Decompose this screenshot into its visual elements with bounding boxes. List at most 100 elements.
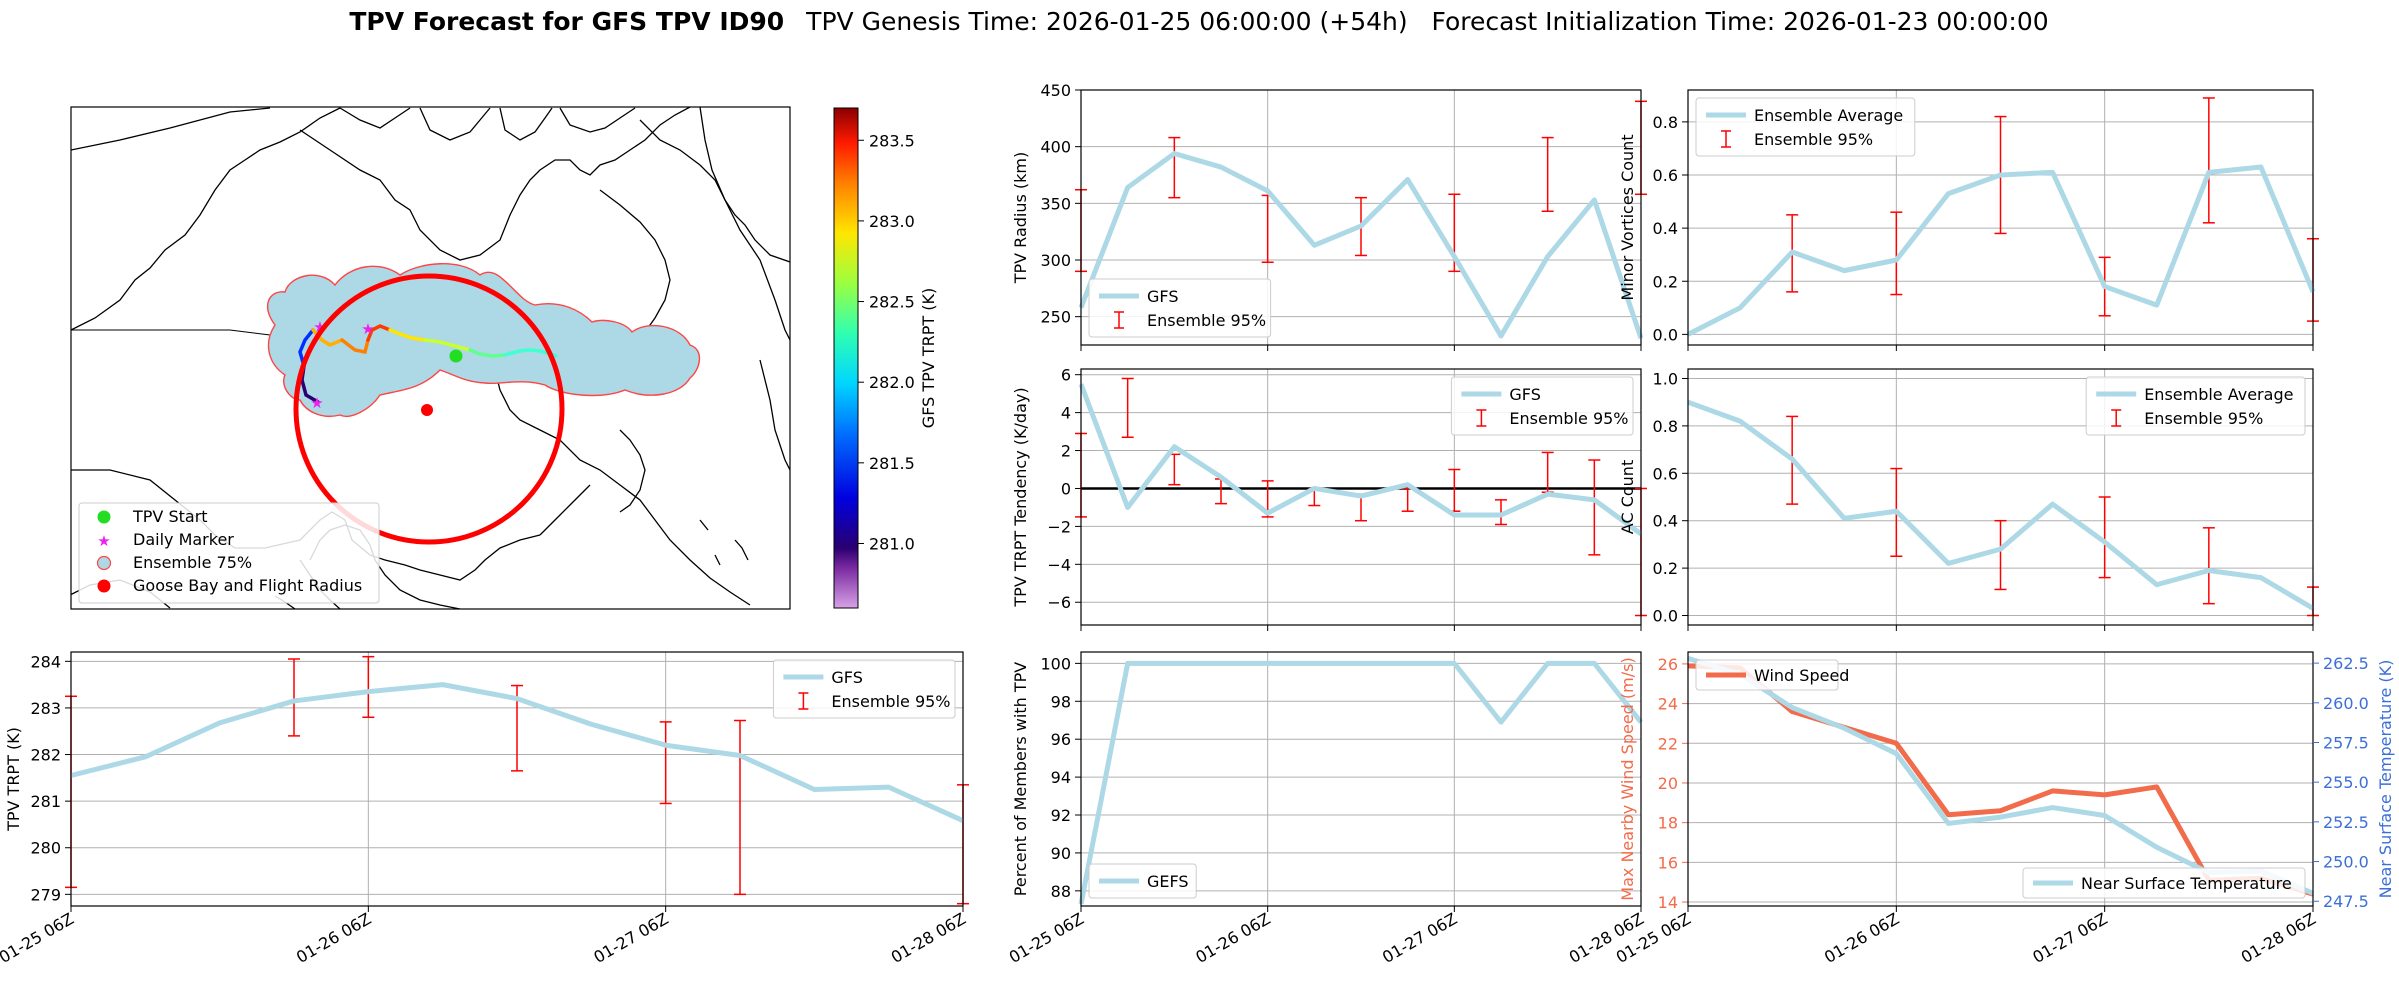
trpt-series-0: [70, 682, 965, 823]
ac-ylabel: AC Count: [1618, 460, 1637, 534]
tendency-legend-label: GFS: [1509, 385, 1540, 404]
colorbar-ticks: 281.0 281.5 282.0 282.5 283.0 283.5: [858, 131, 915, 553]
wind_temp-legend-box: [2022, 867, 2306, 899]
percent-legend-box: [1088, 863, 1197, 899]
colorbar-label: GFS TPV TRPT (K): [919, 288, 938, 428]
trpt-ylabel: TPV TRPT (K): [4, 727, 23, 832]
wind_temp-ytick-label: 24: [1658, 695, 1678, 714]
radius-panel: 250 300 350 400 450 TPV Radius (km) GFS Ensembl…: [1011, 81, 1647, 351]
wind_temp-ytick-label: 14: [1658, 893, 1678, 912]
wind_temp-ytick-label: 26: [1658, 655, 1678, 674]
tpv-track-segment-8: [468, 348, 507, 358]
radius-legend-label: GFS: [1147, 287, 1178, 306]
tendency-ytick-label: 0: [1061, 479, 1071, 498]
map-frame: [70, 106, 791, 610]
goose-bay-marker: [421, 404, 433, 416]
wind_temp-plot-area: [1688, 652, 2313, 906]
minor-ytick-label: 0.8: [1653, 113, 1678, 132]
trpt-xtick-label: 01-26 06Z: [293, 909, 374, 967]
trpt-panel: 279 280 281 282 283 284 01-25 06Z 01-26 06Z 01-2…: [0, 651, 969, 967]
tpv-track-segment-4: [340, 338, 370, 355]
wind_temp-ylabel: Max Nearby Wind Speed (m/s): [1618, 657, 1637, 900]
wind_temp-ytick-label: 20: [1658, 774, 1678, 793]
coast-islands-1: [339, 107, 553, 141]
tpv-start-marker: [449, 349, 463, 363]
percent-xtick-label: 01-26 06Z: [1192, 909, 1273, 967]
ac-ytick-label: 0.4: [1653, 512, 1678, 531]
radius-frame: [1080, 89, 1642, 346]
ac-ytick-label: 0.0: [1653, 607, 1678, 626]
map-legend-box: [78, 502, 380, 604]
tendency-ytick-label: 6: [1061, 366, 1071, 385]
ac-legend-label: Ensemble Average: [2144, 385, 2293, 404]
radius-ylabel: TPV Radius (km): [1011, 152, 1030, 285]
tpv-track-segment-7: [423, 338, 472, 352]
flight-radius: [293, 273, 565, 545]
coast-north-america: [71, 107, 341, 331]
radius-ytick-label: 250: [1040, 308, 1071, 327]
colorbar-tick-label: 282.0: [869, 373, 915, 392]
radius-ytick-label: 300: [1040, 251, 1071, 270]
wind_temp-ytick-label: 18: [1658, 814, 1678, 833]
trpt-ytick-label: 283: [30, 699, 61, 718]
legend-ensemble-label: Ensemble 75%: [133, 553, 252, 572]
wind_temp-y2tick-label: 247.5: [2323, 892, 2369, 911]
figure-title-bold: TPV Forecast for GFS TPV ID90: [349, 7, 784, 36]
legend-goose-bay-label: Goose Bay and Flight Radius: [133, 576, 362, 595]
percent-frame: [1080, 651, 1642, 907]
minor-legend-label: Ensemble 95%: [1754, 130, 1873, 149]
percent-members-panel: 88 90 92 94 96 98 100 01-25 06Z 01-26 06Z 01-27 0…: [1006, 651, 1647, 967]
colorbar-tick-label: 283.0: [869, 212, 915, 231]
wind_temp-ytick-label: 16: [1658, 853, 1678, 872]
legend-daily-marker-label: Daily Marker: [133, 530, 234, 549]
tendency-frame: [1080, 368, 1642, 626]
coast-newfoundland: [619, 429, 749, 566]
wind_temp-legend-label: Wind Speed: [1754, 666, 1849, 685]
tendency-ytick-label: −2: [1047, 517, 1071, 536]
radius-legend-label: Ensemble 95%: [1147, 311, 1266, 330]
ac-ytick-label: 1.0: [1653, 369, 1678, 388]
wind_temp-y2tick-label: 257.5: [2323, 733, 2369, 752]
trpt-ytick-label: 280: [30, 839, 61, 858]
wind_temp-y2label: Near Surface Temperature (K): [2376, 660, 2395, 899]
wind_temp-xtick-label: 01-28 06Z: [2238, 909, 2319, 967]
trpt-xtick-label: 01-27 06Z: [590, 909, 671, 967]
percent-ytick-label: 92: [1051, 806, 1071, 825]
radius-series-0: [1078, 150, 1644, 339]
daily-marker-3: ★: [361, 320, 374, 338]
percent-ytick-label: 90: [1051, 844, 1071, 863]
coast-greenland: [699, 107, 790, 471]
minor-ytick-label: 0.2: [1653, 272, 1678, 291]
trpt-tendency-panel: −6 −4 −2 0 2 4 6 TPV TRPT Tendency (K/day) GFS En…: [1011, 366, 1647, 631]
percent-legend-label: GEFS: [1147, 872, 1189, 891]
colorbar-tick-label: 281.0: [869, 534, 915, 553]
wind_temp-ytick-label: 22: [1658, 734, 1678, 753]
trpt-xtick-label: 01-28 06Z: [888, 909, 969, 967]
wind_temp-frame: [1687, 651, 2314, 907]
figure-title: TPV Forecast for GFS TPV ID90 TPV Genesis…: [349, 7, 2048, 36]
map-panel: ★ ★ ★ TPV Start ★ Daily Marker Ensemble …: [70, 106, 938, 610]
trpt-xtick-label: 01-25 06Z: [0, 909, 77, 967]
radius-ytick-label: 400: [1040, 138, 1071, 157]
percent-ytick-label: 88: [1051, 882, 1071, 901]
minor-legend-box: [1695, 97, 1916, 157]
tendency-ytick-label: −6: [1047, 593, 1071, 612]
percent-ytick-label: 100: [1040, 654, 1071, 673]
tendency-ytick-label: 2: [1061, 442, 1071, 461]
percent-ytick-label: 98: [1051, 692, 1071, 711]
minor-ytick-label: 0.6: [1653, 166, 1678, 185]
wind_temp-y2tick-label: 255.0: [2323, 773, 2369, 792]
percent-ytick-label: 96: [1051, 730, 1071, 749]
trpt-ytick-label: 282: [30, 746, 61, 765]
ensemble-75-area: [266, 263, 701, 417]
ac-count-panel: 0.0 0.2 0.4 0.6 0.8 1.0 AC Count Ensemble Avera…: [1618, 368, 2319, 631]
wind_temp-xtick-label: 01-27 06Z: [2029, 909, 2110, 967]
tendency-ytick-label: 4: [1061, 404, 1071, 423]
coast-canada-archipelago: [299, 107, 691, 261]
figure-title-rest: TPV Genesis Time: 2026-01-25 06:00:00 (+…: [805, 7, 2048, 36]
trpt-ytick-label: 281: [30, 792, 61, 811]
wind_temp-xtick-label: 01-26 06Z: [1821, 909, 1902, 967]
tendency-legend-label: Ensemble 95%: [1509, 409, 1628, 428]
wind_temp-y2tick-label: 262.5: [2323, 654, 2369, 673]
